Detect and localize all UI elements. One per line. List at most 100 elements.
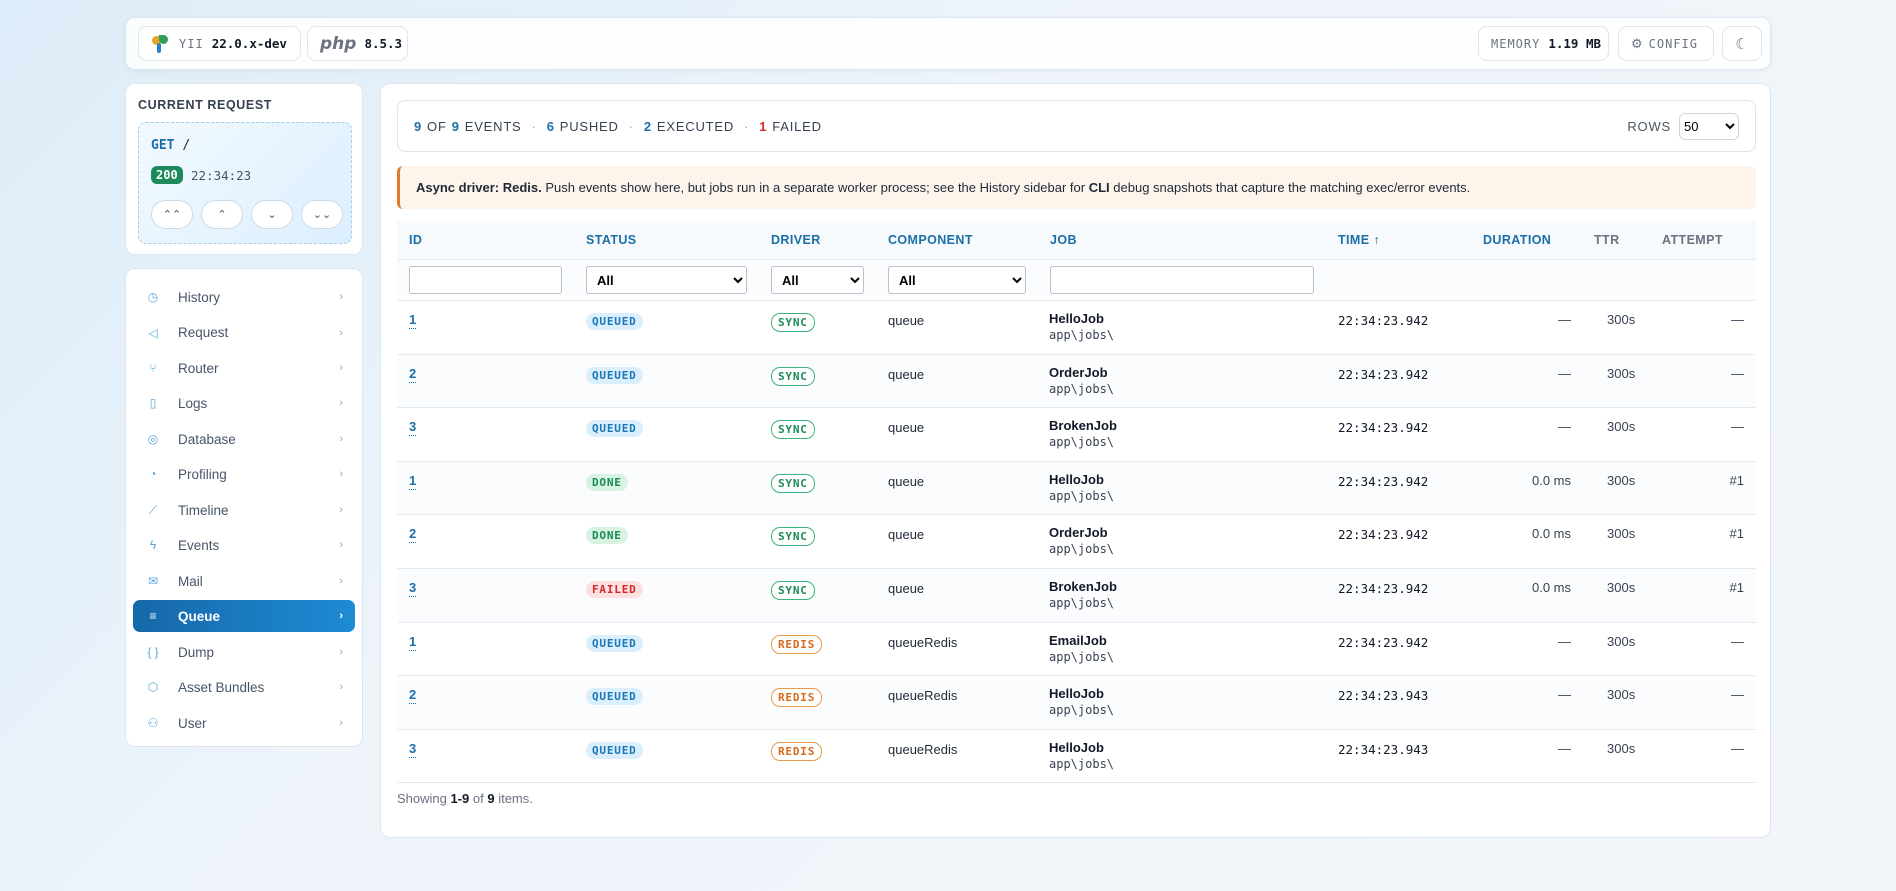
attempt-cell: #1 bbox=[1729, 579, 1744, 595]
header-id[interactable]: ID bbox=[409, 233, 423, 247]
event-id-link[interactable]: 3 bbox=[409, 419, 417, 437]
theme-toggle-button[interactable]: ☾ bbox=[1722, 26, 1762, 61]
driver-badge: SYNC bbox=[771, 420, 815, 440]
event-id-link[interactable]: 1 bbox=[409, 312, 417, 329]
yii-version-pill[interactable]: YII 22.0.x-dev bbox=[138, 26, 301, 61]
component-filter-select[interactable]: All bbox=[888, 266, 1026, 294]
sidebar-item-label: Request bbox=[178, 325, 229, 340]
header-driver[interactable]: DRIVER bbox=[771, 233, 821, 247]
php-version-pill[interactable]: php 8.5.3 bbox=[307, 26, 408, 61]
component-cell: queueRedis bbox=[888, 741, 958, 757]
route-icon: ⑂ bbox=[149, 361, 157, 375]
sidebar-nav: ◷ History › ◁ Request › ⑂ Router › ▯ Logs › ◎ Databas… bbox=[125, 268, 363, 747]
current-request-card: CURRENT REQUEST GET / 200 22:34:23 ⌃⌃ ⌃ … bbox=[125, 83, 363, 255]
ttr-cell: 300s bbox=[1607, 365, 1636, 381]
header-status[interactable]: STATUS bbox=[586, 233, 637, 247]
driver-filter-select[interactable]: All bbox=[771, 266, 864, 294]
chevron-right-icon: › bbox=[339, 433, 343, 445]
time-cell: 22:34:23.943 bbox=[1338, 688, 1429, 704]
queue-events-table: ID STATUS DRIVER COMPONENT JOB TIME ↑ DU… bbox=[397, 221, 1756, 784]
id-filter-input[interactable] bbox=[409, 266, 562, 294]
sidebar-item-request[interactable]: ◁ Request › bbox=[133, 317, 355, 349]
event-id-link[interactable]: 2 bbox=[409, 687, 417, 705]
header-job[interactable]: JOB bbox=[1050, 233, 1077, 247]
first-request-button[interactable]: ⌃⌃ bbox=[151, 200, 193, 229]
job-class-name: EmailJob bbox=[1049, 632, 1107, 648]
status-filter-select[interactable]: All bbox=[586, 266, 747, 294]
header-component[interactable]: COMPONENT bbox=[888, 233, 973, 247]
executed-label: EXECUTED bbox=[656, 118, 735, 134]
duration-cell: — bbox=[1558, 740, 1571, 756]
table-row[interactable]: 1 QUEUED REDIS queueRedis EmailJob app\jobs\ 2… bbox=[397, 623, 1756, 677]
chevron-right-icon: › bbox=[339, 575, 343, 587]
main-panel: 9 OF 9 EVENTS · 6 PUSHED · 2 EXECUTED · … bbox=[380, 83, 1771, 838]
previous-request-button[interactable]: ⌃ bbox=[201, 200, 243, 229]
ttr-cell: 300s bbox=[1607, 526, 1636, 542]
events-summary: 9 OF 9 EVENTS · 6 PUSHED · 2 EXECUTED · … bbox=[397, 100, 1756, 152]
last-request-button[interactable]: ⌄⌄ bbox=[301, 200, 343, 229]
next-request-button[interactable]: ⌄ bbox=[251, 200, 293, 229]
sidebar-item-label: Database bbox=[178, 431, 236, 447]
event-id-link[interactable]: 2 bbox=[409, 365, 417, 383]
sidebar-item-events[interactable]: ϟ Events › bbox=[133, 529, 355, 561]
sidebar-item-label: Mail bbox=[178, 573, 203, 589]
component-cell: queue bbox=[888, 473, 925, 489]
sidebar-item-dump[interactable]: { } Dump › bbox=[133, 636, 355, 668]
event-id-link[interactable]: 3 bbox=[409, 579, 417, 597]
table-row[interactable]: 2 QUEUED REDIS queueRedis HelloJob app\jobs\ 2… bbox=[397, 676, 1756, 730]
header-ttr: TTR bbox=[1594, 233, 1620, 247]
event-id-link[interactable]: 2 bbox=[409, 526, 417, 544]
table-row[interactable]: 3 QUEUED REDIS queueRedis HelloJob app\jobs\ 2… bbox=[397, 730, 1756, 784]
event-id-link[interactable]: 3 bbox=[409, 740, 417, 758]
sidebar-item-asset-bundles[interactable]: ⬡ Asset Bundles › bbox=[133, 671, 355, 703]
rows-select[interactable]: 50 bbox=[1679, 113, 1739, 140]
sidebar-item-logs[interactable]: ▯ Logs › bbox=[133, 387, 355, 419]
job-namespace: app\jobs\ bbox=[1049, 328, 1115, 342]
event-id-link[interactable]: 1 bbox=[409, 633, 417, 651]
request-nav: ⌃⌃ ⌃ ⌄ ⌄⌄ bbox=[151, 200, 343, 229]
php-version: 8.5.3 bbox=[364, 36, 403, 51]
table-row[interactable]: 2 DONE SYNC queue OrderJob app\jobs\ 22:34:23.… bbox=[397, 515, 1756, 569]
sidebar-item-queue[interactable]: ≡ Queue › bbox=[133, 600, 355, 632]
sidebar-item-user[interactable]: ⚇ User › bbox=[133, 707, 355, 739]
range: 1-9 bbox=[450, 791, 470, 806]
table-row[interactable]: 1 QUEUED SYNC queue HelloJob app\jobs\ 22:34:2… bbox=[397, 301, 1756, 355]
chevrons-down-icon: ⌄⌄ bbox=[312, 209, 332, 221]
sidebar-item-router[interactable]: ⑂ Router › bbox=[133, 352, 355, 384]
duration-cell: — bbox=[1558, 419, 1571, 435]
sidebar-item-label: User bbox=[178, 715, 207, 731]
attempt-cell: — bbox=[1731, 312, 1744, 327]
chevron-down-icon: ⌄ bbox=[267, 209, 277, 221]
attempt-cell: — bbox=[1731, 740, 1744, 756]
send-icon: ◁ bbox=[148, 325, 158, 340]
status-badge: QUEUED bbox=[586, 366, 643, 384]
table-row[interactable]: 3 QUEUED SYNC queue BrokenJob app\jobs\ 22:34:… bbox=[397, 408, 1756, 462]
sidebar-item-label: Logs bbox=[178, 395, 208, 411]
header-duration[interactable]: DURATION bbox=[1483, 233, 1552, 247]
sidebar-item-history[interactable]: ◷ History › bbox=[133, 281, 355, 313]
job-filter-input[interactable] bbox=[1050, 266, 1314, 294]
table-row[interactable]: 2 QUEUED SYNC queue OrderJob app\jobs\ 22:34:2… bbox=[397, 354, 1756, 409]
total-count: 9 bbox=[451, 118, 460, 134]
job-class-name: HelloJob bbox=[1049, 739, 1104, 755]
header-time[interactable]: TIME ↑ bbox=[1338, 233, 1380, 247]
job-namespace: app\jobs\ bbox=[1049, 649, 1115, 664]
sidebar-item-database[interactable]: ◎ Database › bbox=[133, 423, 355, 455]
attempt-cell: — bbox=[1731, 419, 1744, 435]
event-id-link[interactable]: 1 bbox=[409, 472, 417, 490]
sidebar-item-timeline[interactable]: ⟋ Timeline › bbox=[133, 494, 355, 526]
duration-cell: 0.0 ms bbox=[1531, 526, 1571, 542]
job-class-name: HelloJob bbox=[1049, 686, 1104, 702]
table-row[interactable]: 1 DONE SYNC queue HelloJob app\jobs\ 22:34:23.… bbox=[397, 461, 1756, 516]
ttr-cell: 300s bbox=[1607, 687, 1636, 703]
duration-cell: — bbox=[1558, 365, 1571, 381]
current-request-box[interactable]: GET / 200 22:34:23 ⌃⌃ ⌃ ⌄ ⌄⌄ bbox=[138, 122, 352, 244]
sidebar-item-profiling[interactable]: ◔ Profiling › bbox=[133, 458, 355, 490]
sidebar-item-mail[interactable]: ✉ Mail › bbox=[133, 565, 355, 597]
config-button[interactable]: ⚙ CONFIG bbox=[1618, 26, 1714, 61]
table-row[interactable]: 3 FAILED SYNC queue BrokenJob app\jobs\ 22:34:… bbox=[397, 568, 1756, 623]
memory-pill: MEMORY 1.19 MB bbox=[1478, 26, 1609, 61]
table-header: ID STATUS DRIVER COMPONENT JOB TIME ↑ DU… bbox=[397, 221, 1756, 260]
ttr-cell: 300s bbox=[1607, 419, 1636, 435]
time-cell: 22:34:23.942 bbox=[1338, 580, 1429, 596]
